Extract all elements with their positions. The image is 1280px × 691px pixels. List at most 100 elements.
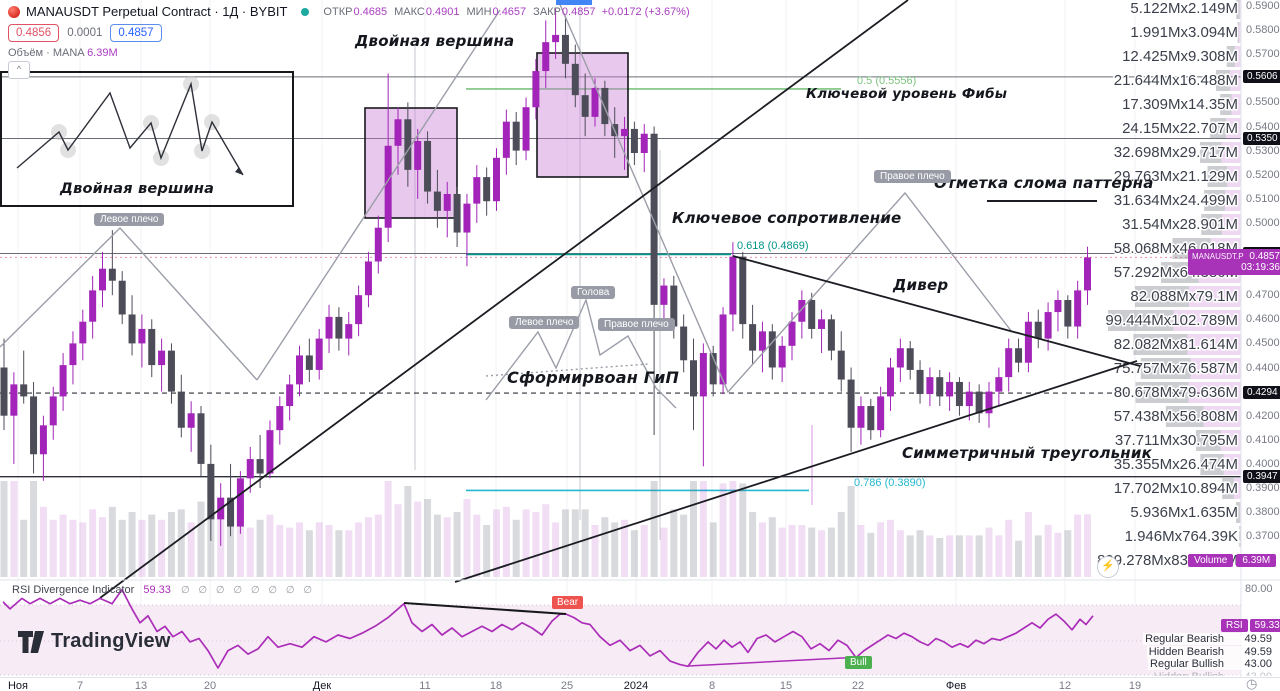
pattern-tag[interactable]: Левое плечо [94, 213, 165, 226]
time-axis-label[interactable]: 19 [1128, 680, 1142, 691]
svg-text:31.634Mx24.499M: 31.634Mx24.499M [1114, 192, 1238, 209]
pattern-tag[interactable]: Правое плечо [598, 318, 675, 331]
symbol-title[interactable]: MANAUSDT Perpetual Contract · 1Д · BYBIT [26, 4, 288, 19]
rsi-empty-values: ∅ ∅ ∅ ∅ ∅ ∅ ∅ ∅ [180, 585, 316, 596]
time-axis-label[interactable]: 13 [134, 680, 148, 691]
rsi-top-tick: 80.00 [1245, 583, 1273, 595]
bull-signal-badge[interactable]: Bull [845, 656, 872, 669]
candlesticks[interactable] [0, 8, 1092, 546]
time-axis[interactable]: Ноя 7 13 20 Дек 11 18 25 2024 8 15 22 Фев 12 19 [0, 677, 1280, 691]
legend-name: Hidden Bullish [1154, 671, 1224, 676]
volume-profile: 5.122Mx2.149M 1.991Mx3.094M 12.425Mx9.308M… [1096, 0, 1241, 571]
time-axis-label[interactable]: 7 [76, 680, 84, 691]
svg-text:24.15Mx22.707M: 24.15Mx22.707M [1122, 120, 1238, 137]
price-tick: 0.4400 [1246, 361, 1280, 374]
svg-text:80.678Mx79.636M: 80.678Mx79.636M [1114, 384, 1238, 401]
legend-row: Regular Bullish 43.00 [1148, 658, 1274, 670]
svg-text:75.757Mx76.587M: 75.757Mx76.587M [1114, 360, 1238, 377]
rsi-axis-label: RSI 59.33 [1221, 619, 1280, 632]
symbol-logo-icon [8, 5, 20, 18]
price-tick: 0.5000 [1246, 216, 1280, 229]
ask-price-button[interactable]: 0.4857 [110, 24, 162, 42]
bid-price-button[interactable]: 0.4856 [8, 24, 60, 42]
symbol-header[interactable]: MANAUSDT Perpetual Contract · 1Д · BYBIT… [8, 4, 690, 19]
pattern-tag[interactable]: Левое плечо [509, 316, 580, 329]
volume-indicator-label: Объём · MANA [8, 47, 84, 59]
change-value: +0.0172 (+3.67%) [601, 5, 690, 18]
volume-indicator-row[interactable]: Объём · MANA 6.39M [8, 47, 118, 59]
current-price-label[interactable]: MANAUSDT.P 0.4857 03:19:36 [1188, 249, 1280, 275]
ohlc-values: ОТКР0.4685 МАКС0.4901 МИН0.4657 ЗАКР0.4857 [323, 6, 595, 18]
legend-row: Hidden Bearish 49.59 [1146, 645, 1274, 658]
price-tick: 0.3900 [1246, 482, 1280, 494]
volume-axis-value: 6.39M [1236, 554, 1277, 567]
legend-name: Regular Bullish [1150, 658, 1224, 670]
trendlines[interactable] [99, 0, 1141, 599]
price-tick: 0.5700 [1246, 48, 1280, 61]
session-clock-icon[interactable]: ◷ [1246, 676, 1258, 691]
price-tick: 0.4600 [1246, 313, 1280, 326]
bid-ask-row: 0.4856 0.0001 0.4857 [8, 24, 162, 42]
time-axis-label[interactable]: 11 [419, 680, 431, 691]
pattern-tag[interactable]: Голова [571, 286, 616, 299]
time-axis-label[interactable]: 22 [851, 680, 865, 691]
time-axis-label[interactable]: 2024 [623, 680, 649, 691]
volume-axis-name: Volume [1188, 554, 1234, 567]
svg-text:31.54Mx28.901M: 31.54Mx28.901M [1122, 216, 1238, 233]
time-axis-label[interactable]: 12 [1058, 680, 1072, 691]
svg-text:32.698Mx29.717M: 32.698Mx29.717M [1114, 144, 1238, 161]
price-tick: 0.3700 [1246, 530, 1280, 543]
time-axis-label[interactable]: 15 [779, 680, 793, 691]
quick-trade-icon[interactable]: ⚡ [1097, 556, 1119, 578]
rsi-indicator-name: RSI Divergence Indicator [12, 584, 135, 596]
legend-name: Regular Bearish [1145, 633, 1224, 645]
ohlc-value: 0.4657 [492, 5, 527, 18]
time-axis-label[interactable]: 20 [203, 680, 217, 691]
price-level-label[interactable]: 0.5350 [1243, 131, 1280, 145]
price-level-label[interactable]: 0.3947 [1243, 469, 1280, 483]
bar-countdown: 03:19:36 [1241, 262, 1280, 273]
svg-text:0.618 (0.4869): 0.618 (0.4869) [737, 240, 809, 252]
price-tick: 0.5200 [1246, 168, 1280, 181]
price-tick: 0.5800 [1246, 24, 1280, 37]
svg-text:21.644Mx16.488M: 21.644Mx16.488M [1114, 72, 1238, 89]
bear-signal-badge[interactable]: Bear [552, 596, 584, 609]
collapse-button[interactable]: ^ [8, 61, 30, 79]
spread-value: 0.0001 [67, 27, 103, 39]
double-top-sketch-box[interactable] [0, 71, 294, 207]
legend-value: 49.59 [1244, 633, 1272, 645]
tradingview-logo-text: TradingView [51, 630, 171, 652]
ohlc-value: 0.4857 [561, 5, 596, 18]
time-axis-label[interactable]: 8 [708, 680, 716, 691]
rsi-indicator-header[interactable]: RSI Divergence Indicator 59.33 ∅ ∅ ∅ ∅ ∅… [12, 584, 315, 596]
rsi-axis-value: 59.33 [1249, 619, 1280, 632]
svg-text:1.946Mx764.39K: 1.946Mx764.39K [1125, 528, 1238, 545]
svg-text:29.763Mx21.129M: 29.763Mx21.129M [1114, 168, 1238, 185]
rsi-axis-name: RSI [1221, 619, 1248, 632]
time-axis-label[interactable]: Ноя [7, 680, 29, 691]
price-tick: 0.5100 [1246, 192, 1280, 205]
rsi-indicator-value: 59.33 [143, 584, 171, 596]
price-level-label[interactable]: 0.5606 [1243, 69, 1280, 83]
ohlc-value: 0.4901 [425, 5, 460, 18]
time-axis-label[interactable]: Дек [312, 680, 332, 691]
time-axis-label[interactable]: 18 [489, 680, 503, 691]
svg-text:99.444Mx102.789M: 99.444Mx102.789M [1105, 312, 1238, 329]
tradingview-logo[interactable]: TradingView [18, 630, 171, 653]
time-axis-label[interactable]: 25 [560, 680, 574, 691]
price-tick: 0.3800 [1246, 506, 1280, 519]
price-tick: 0.4500 [1246, 337, 1280, 350]
ohlc-label: ОТКР [323, 5, 353, 18]
time-axis-label[interactable]: Фев [945, 680, 967, 691]
current-price-symbol: MANAUSDT.P [1192, 252, 1244, 261]
legend-name: Hidden Bearish [1148, 645, 1224, 658]
svg-text:12.425Mx9.308M: 12.425Mx9.308M [1122, 48, 1238, 65]
fib-retracement-lines[interactable]: 0.5 (0.5556) 0.618 (0.4869) 0.786 (0.3890) [466, 75, 926, 492]
legend-row: Regular Bearish 49.59 [1143, 633, 1274, 645]
grid-lines [17, 0, 1136, 677]
price-level-label[interactable]: 0.4294 [1243, 386, 1280, 400]
ohlc-value: 0.4685 [353, 5, 388, 18]
pattern-tag[interactable]: Правое плечо [874, 170, 951, 183]
